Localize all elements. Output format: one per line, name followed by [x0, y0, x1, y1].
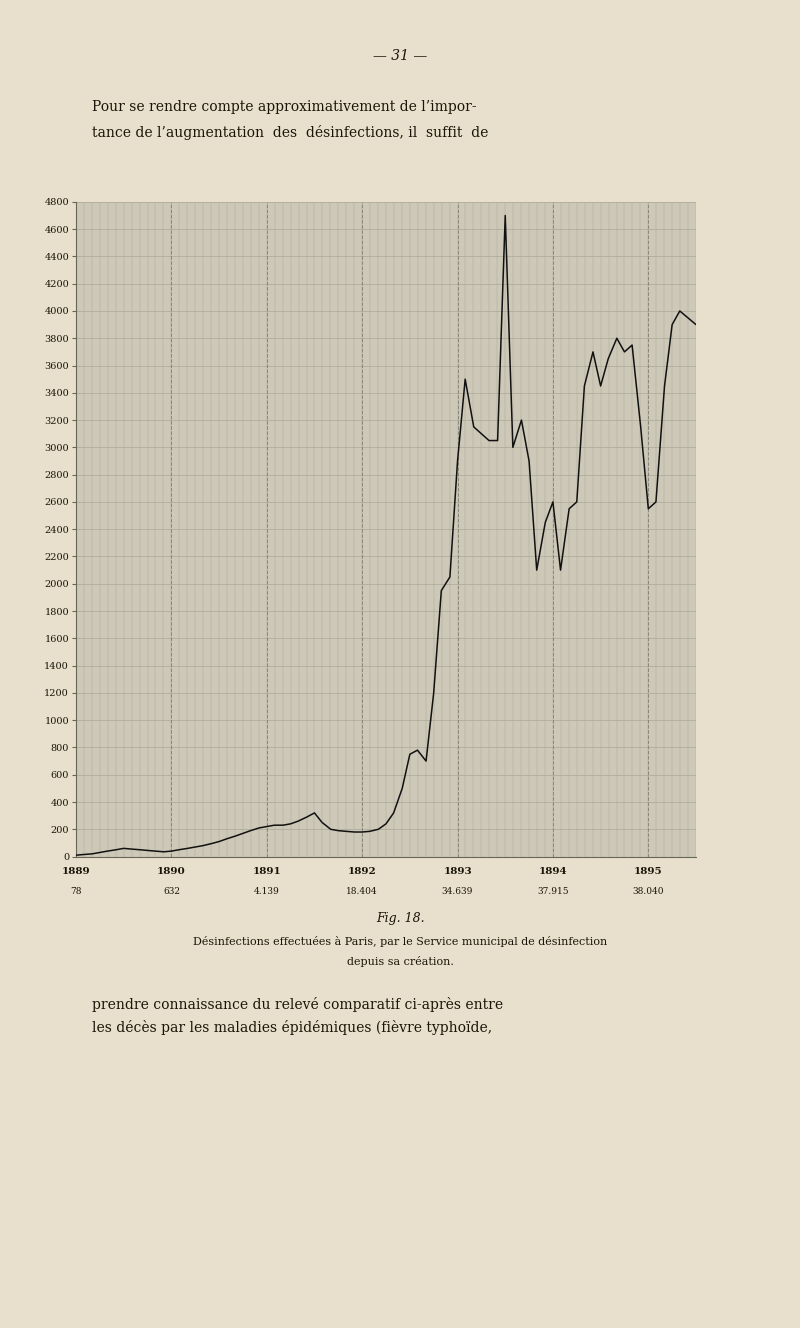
Text: 37.915: 37.915 — [537, 887, 569, 896]
Text: 632: 632 — [163, 887, 180, 896]
Text: 1892: 1892 — [348, 867, 377, 876]
Text: 1890: 1890 — [157, 867, 186, 876]
Text: Fig. 18.: Fig. 18. — [376, 912, 424, 926]
Text: Désinfections effectuées à Paris, par le Service municipal de désinfection: Désinfections effectuées à Paris, par le… — [193, 936, 607, 947]
Text: 34.639: 34.639 — [442, 887, 474, 896]
Text: Pour se rendre compte approximativement de l’impor-: Pour se rendre compte approximativement … — [92, 100, 477, 114]
Text: 1893: 1893 — [443, 867, 472, 876]
Text: les décès par les maladies épidémiques (fièvre typhoïde,: les décès par les maladies épidémiques (… — [92, 1020, 492, 1035]
Text: 1895: 1895 — [634, 867, 662, 876]
Text: 78: 78 — [70, 887, 82, 896]
Text: 1894: 1894 — [538, 867, 567, 876]
Text: tance de l’augmentation  des  désinfections, il  suffit  de: tance de l’augmentation des désinfection… — [92, 125, 488, 139]
Text: depuis sa création.: depuis sa création. — [346, 956, 454, 967]
Text: 1889: 1889 — [62, 867, 90, 876]
Text: 18.404: 18.404 — [346, 887, 378, 896]
Text: — 31 —: — 31 — — [373, 49, 427, 64]
Text: 38.040: 38.040 — [633, 887, 664, 896]
Text: prendre connaissance du relevé comparatif ci-après entre: prendre connaissance du relevé comparati… — [92, 997, 503, 1012]
Text: 4.139: 4.139 — [254, 887, 280, 896]
Text: 1891: 1891 — [252, 867, 281, 876]
